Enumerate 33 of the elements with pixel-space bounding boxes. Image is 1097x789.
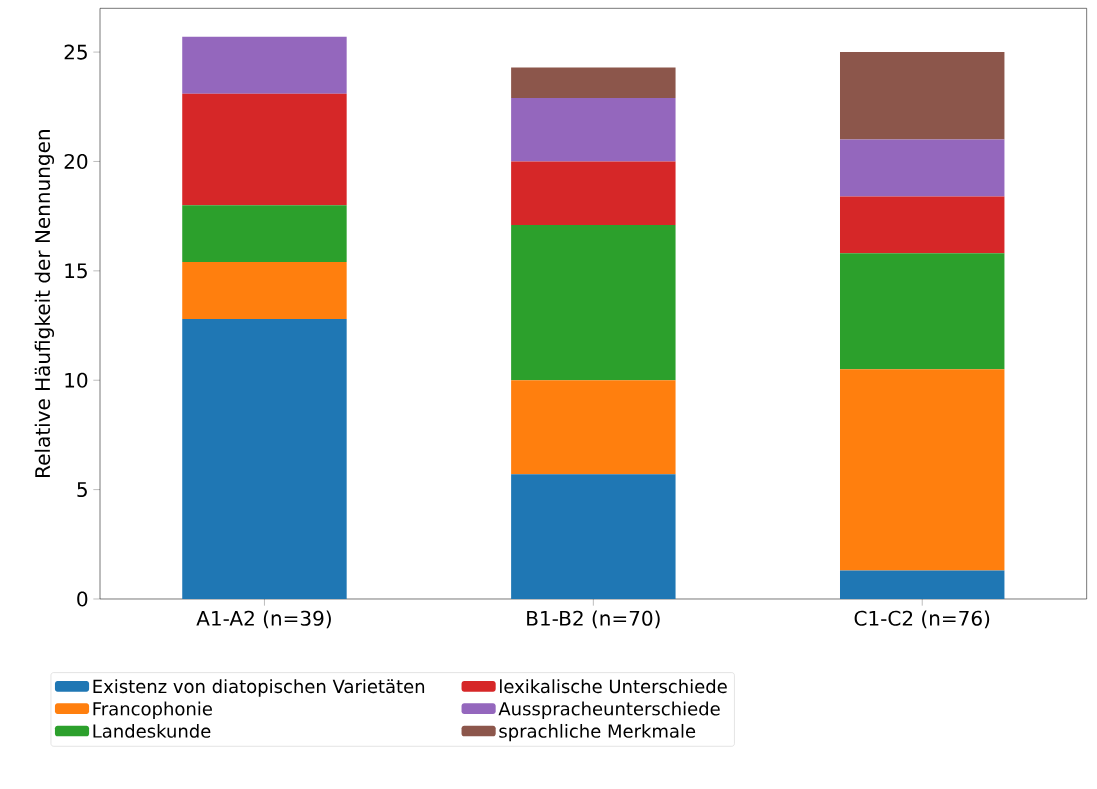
bar	[511, 98, 676, 162]
bar	[840, 369, 1005, 571]
bar	[182, 36, 347, 94]
legend-label: Francophonie	[93, 701, 212, 720]
bar	[511, 161, 676, 225]
y-tick-label: 25	[64, 44, 87, 60]
bar	[182, 205, 347, 263]
bar	[840, 52, 1005, 140]
y-tick-label: 20	[64, 153, 88, 170]
x-tick-label: C1-C2 (n=76)	[854, 610, 990, 629]
legend-label: Existenz von diatopischen Varietäten	[93, 679, 425, 697]
bar	[840, 253, 1005, 370]
legend-label: Ausspracheunterschiede	[498, 701, 720, 720]
x-tick-label: A1-A2 (n=39)	[196, 610, 331, 629]
y-tick-label: 0	[77, 591, 88, 607]
bar	[182, 93, 347, 206]
legend-label: Landeskunde	[93, 723, 211, 738]
bar	[840, 196, 1005, 254]
x-tick-label: B1-B2 (n=70)	[527, 610, 660, 629]
bar	[840, 570, 1005, 599]
y-tick-label: 5	[77, 482, 87, 498]
bar	[511, 224, 676, 381]
legend-label: lexikalische Unterschiede	[500, 679, 727, 694]
y-axis-title: Relative Häufigkeit der Nennungen	[34, 130, 55, 477]
bar	[840, 139, 1005, 197]
legend-label: sprachliche Merkmale	[499, 723, 696, 742]
y-tick-label: 10	[65, 372, 88, 388]
bar	[511, 67, 676, 99]
y-tick-label: 15	[65, 263, 87, 279]
bar	[511, 380, 676, 475]
bar	[511, 474, 676, 599]
bar	[182, 318, 347, 599]
bar	[182, 262, 347, 319]
